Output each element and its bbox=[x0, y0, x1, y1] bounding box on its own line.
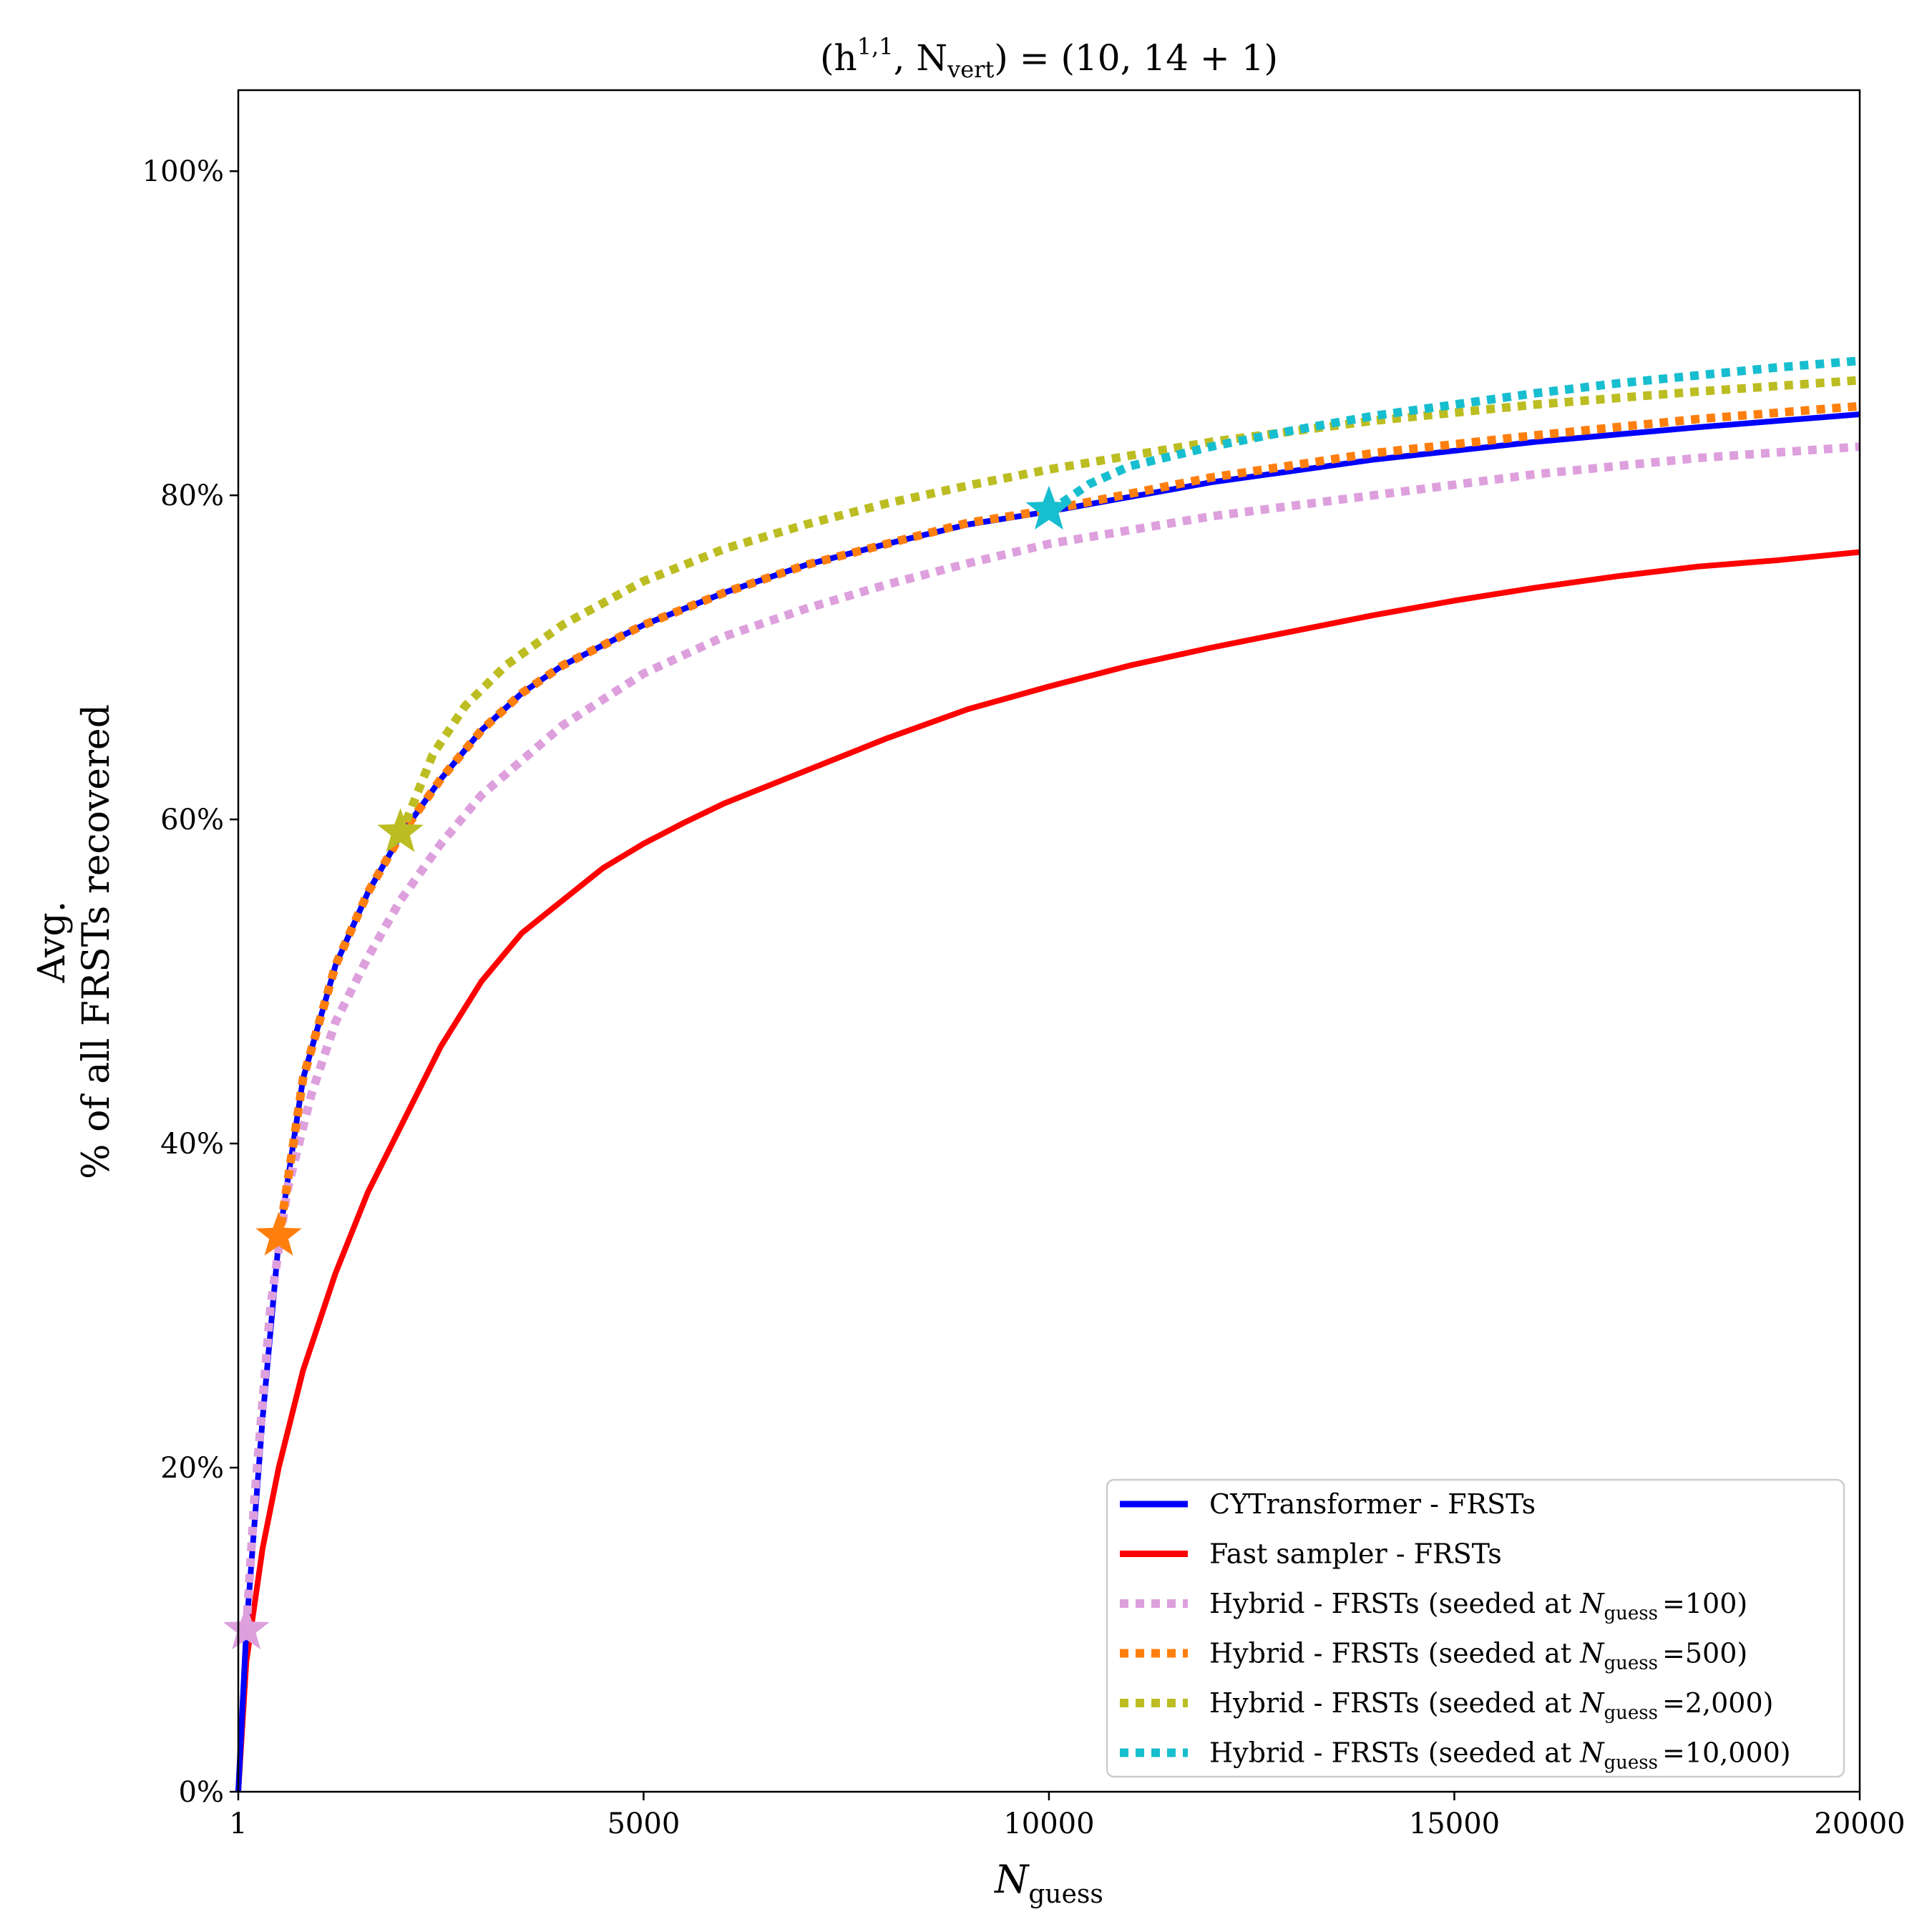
legend-label-5: Hybrid - FRSTs (seeded at Nguess =10,000) bbox=[1209, 1737, 1791, 1774]
series-line-4 bbox=[396, 376, 1860, 838]
x-tick-label-4: 20000 bbox=[1814, 1807, 1905, 1840]
y-tick-label-3: 60% bbox=[160, 804, 224, 836]
x-tick-label-1: 5000 bbox=[608, 1807, 680, 1840]
legend-items: CYTransformer - FRSTs Fast sampler - FRST… bbox=[1120, 1488, 1791, 1774]
x-tick-label-0: 1 bbox=[229, 1807, 247, 1840]
series-line-5 bbox=[1046, 356, 1860, 515]
x-tick-label-3: 15000 bbox=[1409, 1807, 1500, 1840]
series-line-1 bbox=[235, 549, 1860, 1792]
chart-title: (h1,1, Nvert) = (10, 14 + 1) bbox=[820, 33, 1278, 83]
y-tick-label-5: 100% bbox=[142, 155, 224, 188]
seed-star-marker-0 bbox=[223, 1605, 270, 1649]
series-line-2 bbox=[242, 442, 1860, 1630]
y-axis-label-line1: Avg. bbox=[31, 901, 74, 984]
y-tick-label-2: 40% bbox=[160, 1128, 224, 1161]
legend-label-0: CYTransformer - FRSTs bbox=[1209, 1488, 1536, 1520]
y-tick-label-0: 0% bbox=[179, 1776, 224, 1809]
x-axis-label: Nguess bbox=[993, 1857, 1103, 1909]
y-axis-label-line2: % of all FRSTs recovered bbox=[75, 704, 118, 1179]
legend-label-2: Hybrid - FRSTs (seeded at Nguess =100) bbox=[1209, 1588, 1747, 1624]
marker-layer bbox=[223, 485, 1073, 1649]
y-tick-label-4: 80% bbox=[160, 479, 224, 512]
legend-label-3: Hybrid - FRSTs (seeded at Nguess =500) bbox=[1209, 1638, 1747, 1674]
legend-label-1: Fast sampler - FRSTs bbox=[1209, 1538, 1502, 1570]
series-layer bbox=[235, 356, 1860, 1792]
legend-box bbox=[1106, 1478, 1845, 1778]
x-axis: 1 5000 10000 15000 20000 bbox=[229, 1792, 1906, 1840]
seed-star-marker-1 bbox=[255, 1211, 302, 1256]
legend: CYTransformer - FRSTs Fast sampler - FRST… bbox=[1106, 1478, 1845, 1778]
legend-label-4: Hybrid - FRSTs (seeded at Nguess =2,000) bbox=[1209, 1687, 1773, 1724]
seed-star-marker-3 bbox=[1025, 485, 1073, 530]
y-tick-label-1: 20% bbox=[160, 1452, 224, 1485]
y-axis: 0% 20% 40% 60% 80% 100% bbox=[142, 155, 238, 1809]
x-tick-label-2: 10000 bbox=[1003, 1807, 1094, 1840]
y-axis-label: Avg. % of all FRSTs recovered bbox=[31, 704, 118, 1179]
seed-star-marker-2 bbox=[377, 808, 424, 852]
